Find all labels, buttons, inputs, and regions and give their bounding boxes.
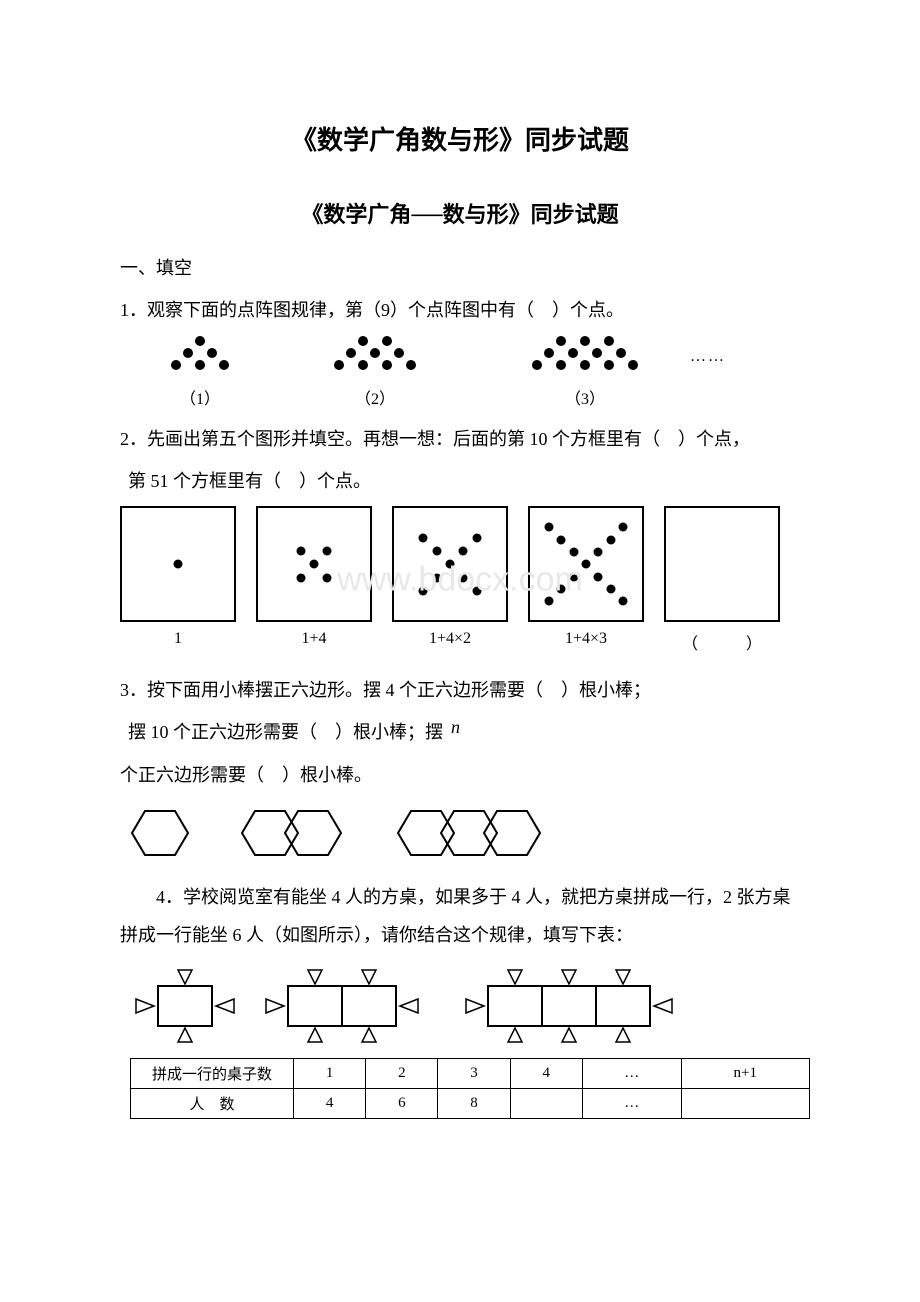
hex-3: [396, 805, 548, 861]
table-row: 人 数 4 6 8 …: [131, 1089, 810, 1119]
cell: 3: [438, 1059, 510, 1089]
box-5: （ ）: [664, 506, 780, 654]
ellipsis: ……: [690, 348, 726, 366]
question-3a: 3．按下面用小棒摆正六边形。摆 4 个正六边形需要（ ）根小棒；: [120, 672, 800, 710]
table-row: 拼成一行的桌子数 1 2 3 4 … n+1: [131, 1059, 810, 1089]
th-people: 人 数: [131, 1089, 294, 1119]
svg-text:n: n: [451, 717, 460, 737]
q3b-text: 摆 10 个正六边形需要（ ）根小棒；摆: [128, 722, 443, 742]
desk-1: [130, 964, 240, 1044]
cell: 8: [438, 1089, 510, 1119]
th-desks: 拼成一行的桌子数: [131, 1059, 294, 1089]
q4-table: 拼成一行的桌子数 1 2 3 4 … n+1 人 数 4 6 8 …: [130, 1058, 810, 1119]
box-cap-4: 1+4×3: [528, 630, 644, 648]
question-4: 4．学校阅览室有能坐 4 人的方桌，如果多于 4 人，就把方桌拼成一行，2 张方…: [120, 879, 800, 955]
question-2a: 2．先画出第五个图形并填空。再想一想：后面的第 10 个方框里有（ ）个点，: [120, 421, 800, 459]
hex-1: [130, 805, 190, 861]
caption-1: （1）: [140, 385, 260, 409]
box-cap-5: （ ）: [664, 630, 780, 654]
cell: …: [582, 1089, 681, 1119]
dot-pattern-2: （2）: [300, 336, 450, 409]
cell: 4: [294, 1089, 366, 1119]
question-3b: 摆 10 个正六边形需要（ ）根小棒；摆 n: [120, 714, 800, 753]
dot-pattern-1: （1）: [140, 336, 260, 409]
q1-figure-row: （1） （2） （3） ……: [120, 336, 800, 409]
question-1: 1．观察下面的点阵图规律，第（9）个点阵图中有（ ）个点。: [120, 292, 800, 330]
cell: n+1: [681, 1059, 809, 1089]
hex-figure-row: [130, 805, 800, 861]
cell: [510, 1089, 582, 1119]
sub-title: 《数学广角──数与形》同步试题: [120, 197, 800, 229]
main-title: 《数学广角数与形》同步试题: [120, 120, 800, 157]
caption-2: （2）: [300, 385, 450, 409]
cell: [681, 1089, 809, 1119]
desk-figure-row: [130, 964, 800, 1044]
cell: 2: [366, 1059, 438, 1089]
box-4: 1+4×3: [528, 506, 644, 648]
desk-2: [260, 964, 440, 1044]
box-cap-2: 1+4: [256, 630, 372, 648]
box-cap-1: 1: [120, 630, 236, 648]
question-3c: 个正六边形需要（ ）根小棒。: [120, 757, 800, 795]
box-cap-3: 1+4×2: [392, 630, 508, 648]
box-3: 1+4×2: [392, 506, 508, 648]
cell: 1: [294, 1059, 366, 1089]
q2-figure-row: 1 1+4 1+4×: [120, 506, 800, 654]
dot-pattern-3: （3）: [500, 336, 670, 409]
hex-2: [240, 805, 346, 861]
caption-3: （3）: [500, 385, 670, 409]
cell: 4: [510, 1059, 582, 1089]
section-heading: 一、填空: [120, 254, 800, 280]
n-icon: n: [448, 715, 470, 753]
desk-3: [460, 964, 700, 1044]
question-2b: 第 51 个方框里有（ ）个点。: [120, 463, 800, 501]
box-2: 1+4: [256, 506, 372, 648]
cell: 6: [366, 1089, 438, 1119]
cell: …: [582, 1059, 681, 1089]
box-1: 1: [120, 506, 236, 648]
